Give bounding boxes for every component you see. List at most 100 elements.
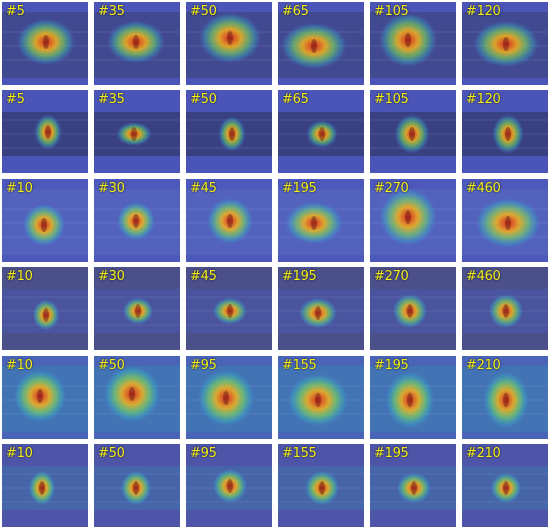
heatmap-image [370, 12, 456, 78]
heatmap-tile: #155 [278, 355, 364, 439]
frame-number-label: #50 [190, 4, 217, 19]
heatmap-tile: #65 [278, 2, 364, 85]
frame-number-label: #105 [374, 4, 409, 19]
frame-number-label: #210 [466, 357, 501, 373]
frame-number-label: #10 [6, 269, 33, 285]
frame-number-label: #120 [466, 4, 501, 19]
frame-number-label: #10 [6, 445, 33, 461]
frame-number-label: #270 [374, 180, 409, 196]
heatmap-image [462, 465, 548, 510]
heatmap-tile: #270 [370, 267, 456, 351]
frame-number-label: #270 [374, 269, 409, 285]
heatmap-image [94, 465, 180, 510]
heatmap-image [462, 12, 548, 78]
heatmap-tile: #10 [2, 355, 88, 439]
heatmap-image [94, 363, 180, 432]
heatmap-image [94, 112, 180, 157]
heatmap-tile: #30 [94, 178, 180, 262]
heatmap-tile: #195 [370, 355, 456, 439]
heatmap-tile: #210 [462, 443, 548, 527]
frame-number-label: #35 [98, 92, 125, 108]
heatmap-tile: #195 [278, 178, 364, 262]
heatmap-image [2, 289, 88, 334]
frame-number-label: #95 [190, 445, 217, 461]
heatmap-image [278, 12, 364, 78]
heatmap-tile: #35 [94, 2, 180, 85]
heatmap-image [186, 365, 272, 432]
heatmap-image [278, 365, 364, 432]
heatmap-image [370, 365, 456, 432]
heatmap-image [462, 112, 548, 157]
frame-number-label: #35 [98, 4, 125, 19]
heatmap-tile: #30 [94, 267, 180, 351]
heatmap-image [370, 289, 456, 334]
frame-number-label: #30 [98, 269, 125, 285]
heatmap-image [278, 289, 364, 334]
heatmap-tile: #5 [2, 2, 88, 85]
heatmap-tile: #65 [278, 90, 364, 174]
heatmap-image [370, 112, 456, 157]
frame-number-label: #50 [98, 445, 125, 461]
heatmap-image [94, 188, 180, 255]
heatmap-image [2, 12, 88, 78]
heatmap-image [186, 465, 272, 510]
heatmap-tile: #460 [462, 267, 548, 351]
heatmap-image [462, 365, 548, 432]
heatmap-image [370, 186, 456, 255]
heatmap-image [370, 465, 456, 510]
heatmap-image [94, 12, 180, 78]
frame-number-label: #195 [282, 269, 317, 285]
frame-number-label: #210 [466, 445, 501, 461]
frame-number-label: #195 [374, 445, 409, 461]
frame-number-label: #30 [98, 180, 125, 196]
heatmap-image [186, 188, 272, 255]
frame-number-label: #50 [98, 357, 125, 373]
frame-number-label: #65 [282, 92, 309, 108]
heatmap-tile: #105 [370, 2, 456, 85]
heatmap-image [278, 112, 364, 157]
frame-number-label: #460 [466, 180, 501, 196]
heatmap-image [186, 112, 272, 157]
frame-number-label: #195 [282, 180, 317, 196]
frame-number-label: #195 [374, 357, 409, 373]
heatmap-image [2, 112, 88, 157]
heatmap-image [186, 12, 272, 78]
heatmap-image [278, 188, 364, 255]
frame-number-label: #460 [466, 269, 501, 285]
heatmap-tile: #270 [370, 178, 456, 262]
heatmap-tile: #50 [186, 90, 272, 174]
heatmap-tile: #95 [186, 443, 272, 527]
heatmap-tile: #105 [370, 90, 456, 174]
frame-number-label: #155 [282, 357, 317, 373]
heatmap-tile: #195 [278, 267, 364, 351]
heatmap-image [94, 289, 180, 334]
frame-number-label: #120 [466, 92, 501, 108]
heatmap-tile: #5 [2, 90, 88, 174]
heatmap-image [2, 465, 88, 510]
heatmap-tile: #50 [94, 443, 180, 527]
heatmap-tile: #35 [94, 90, 180, 174]
frame-number-label: #10 [6, 357, 33, 373]
heatmap-image [2, 188, 88, 255]
heatmap-tile: #10 [2, 178, 88, 262]
heatmap-tile: #50 [94, 355, 180, 439]
heatmap-tile: #95 [186, 355, 272, 439]
heatmap-tile: #10 [2, 267, 88, 351]
heatmap-tile: #120 [462, 90, 548, 174]
heatmap-tile: #45 [186, 178, 272, 262]
frame-number-label: #105 [374, 92, 409, 108]
heatmap-image [462, 188, 548, 255]
heatmap-image [186, 289, 272, 334]
heatmap-image [462, 289, 548, 334]
heatmap-tile: #460 [462, 178, 548, 262]
frame-number-label: #155 [282, 445, 317, 461]
frame-number-label: #5 [6, 92, 25, 108]
heatmap-tile: #50 [186, 2, 272, 85]
heatmap-tile: #45 [186, 267, 272, 351]
heatmap-image [2, 365, 88, 432]
frame-number-label: #50 [190, 92, 217, 108]
heatmap-tile: #195 [370, 443, 456, 527]
heatmap-tile: #155 [278, 443, 364, 527]
frame-number-label: #45 [190, 269, 217, 285]
